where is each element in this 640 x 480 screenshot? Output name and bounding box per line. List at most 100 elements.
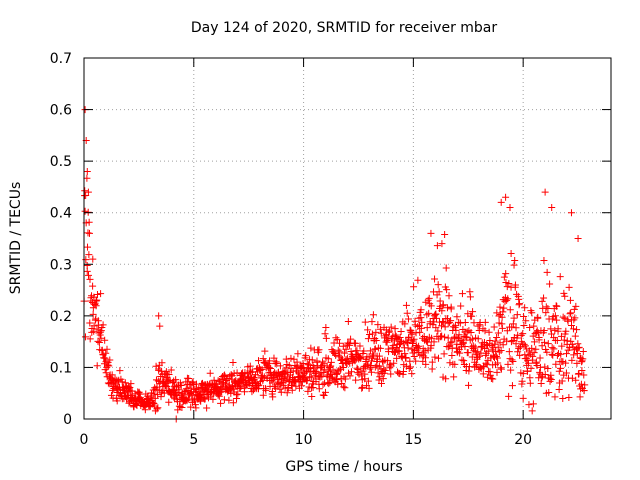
y-tick-label: 0.6	[50, 103, 72, 119]
data-point	[341, 375, 349, 383]
data-point	[304, 387, 312, 395]
data-point	[427, 229, 435, 237]
data-point	[214, 377, 222, 385]
data-point	[417, 306, 425, 314]
data-point	[351, 357, 359, 365]
x-tick-label: 0	[80, 432, 89, 448]
data-point	[393, 354, 401, 362]
data-point	[427, 342, 435, 350]
data-point	[567, 209, 575, 217]
data-point	[562, 359, 570, 367]
data-point	[102, 369, 110, 377]
data-point	[400, 368, 408, 376]
data-point	[358, 372, 366, 380]
data-point	[448, 351, 456, 359]
data-point	[530, 338, 538, 346]
x-tick-label: 5	[189, 432, 198, 448]
data-point	[97, 334, 105, 342]
data-point	[99, 321, 107, 329]
data-point	[273, 359, 281, 367]
data-point	[185, 375, 193, 383]
data-point	[450, 373, 458, 381]
data-point	[90, 293, 98, 301]
data-point	[552, 360, 560, 368]
data-point	[512, 324, 520, 332]
data-point	[227, 371, 235, 379]
data-point	[340, 349, 348, 357]
data-point	[259, 355, 267, 363]
data-point	[447, 338, 455, 346]
data-point	[565, 283, 573, 291]
data-point	[384, 357, 392, 365]
data-point	[508, 323, 516, 331]
data-point	[182, 385, 190, 393]
data-point	[97, 290, 105, 298]
data-point	[540, 257, 548, 265]
data-point	[276, 385, 284, 393]
data-point	[277, 388, 285, 396]
data-point	[446, 359, 454, 367]
data-point	[364, 377, 372, 385]
data-point	[475, 352, 483, 360]
data-point	[465, 381, 473, 389]
data-point	[428, 334, 436, 342]
data-point	[229, 399, 237, 407]
data-point	[116, 367, 124, 375]
data-point	[532, 345, 540, 353]
data-point	[502, 279, 510, 287]
data-point	[108, 371, 116, 379]
data-point	[498, 313, 506, 321]
data-point	[415, 342, 423, 350]
data-point	[446, 318, 454, 326]
data-point	[441, 230, 449, 238]
data-point	[235, 379, 243, 387]
data-point	[401, 350, 409, 358]
data-point	[101, 354, 109, 362]
data-point	[500, 304, 508, 312]
data-point	[553, 336, 561, 344]
data-point	[543, 348, 551, 356]
data-point	[562, 369, 570, 377]
data-point	[215, 392, 223, 400]
data-point	[417, 324, 425, 332]
data-point	[452, 326, 460, 334]
data-point	[544, 365, 552, 372]
data-point	[339, 364, 347, 372]
data-point	[459, 339, 467, 347]
data-point	[366, 365, 374, 373]
data-point	[573, 326, 581, 334]
data-point	[530, 349, 538, 357]
data-point	[345, 341, 353, 349]
data-point	[562, 350, 570, 358]
data-point	[433, 242, 441, 250]
data-point	[465, 367, 473, 375]
data-point	[486, 371, 494, 379]
data-point	[329, 373, 337, 381]
data-point	[567, 309, 575, 317]
data-point	[505, 348, 513, 356]
data-point	[367, 368, 375, 376]
data-point	[575, 343, 583, 351]
data-point	[548, 330, 556, 338]
plot-frame	[83, 57, 612, 420]
data-point	[167, 366, 175, 374]
data-point	[340, 383, 348, 391]
data-point	[176, 403, 184, 411]
data-point	[550, 345, 558, 353]
data-point	[315, 346, 323, 354]
data-point	[295, 378, 303, 386]
data-point	[246, 362, 254, 370]
data-point	[327, 358, 335, 366]
data-point	[417, 314, 425, 322]
data-point	[497, 198, 505, 206]
data-point	[442, 264, 450, 272]
data-point	[503, 327, 511, 335]
data-point	[494, 343, 502, 351]
data-point	[376, 344, 384, 352]
data-point	[229, 358, 237, 366]
data-point	[324, 355, 332, 363]
data-point	[333, 376, 341, 384]
data-point	[441, 333, 449, 341]
data-point	[306, 373, 314, 381]
data-point	[358, 384, 366, 392]
